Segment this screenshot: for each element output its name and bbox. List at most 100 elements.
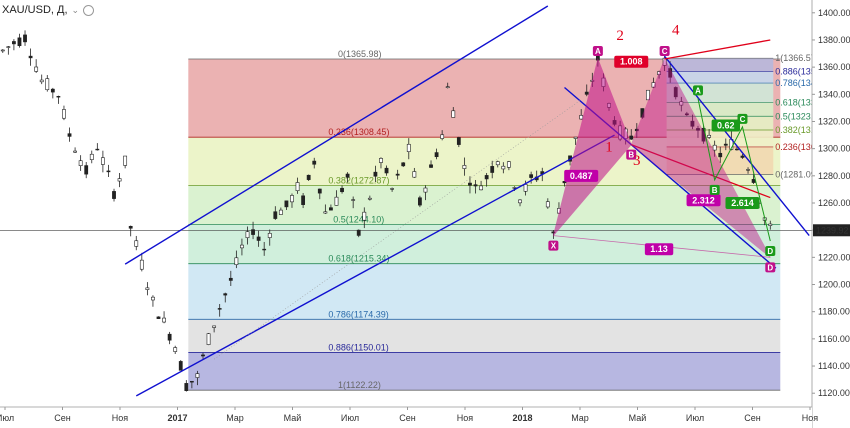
candle-body <box>245 231 250 239</box>
candle-body <box>768 223 773 226</box>
y-tick-label: 1300.00 <box>818 144 850 154</box>
candle-body <box>323 211 328 214</box>
candle-body <box>629 135 634 140</box>
candle-body <box>34 66 39 72</box>
candle-body <box>646 89 650 101</box>
candle-body <box>718 152 723 158</box>
ratio-label: 2.614 <box>731 198 754 208</box>
x-tick-label: Сен <box>54 413 71 423</box>
candle-body <box>128 225 133 229</box>
candle-body <box>740 155 745 158</box>
channel-upper-line <box>124 5 549 265</box>
x-tick-label: 2018 <box>512 413 532 423</box>
candle-body <box>329 207 333 211</box>
symbol-header[interactable]: XAU/USD, Д, ⌄ <box>2 4 95 16</box>
candle-body <box>262 248 267 251</box>
trend-line <box>664 55 810 237</box>
candle-body <box>456 137 461 145</box>
candle-body <box>184 383 189 391</box>
candle-body <box>484 175 489 180</box>
fib-right-label: 0.5(1323.83) <box>775 111 826 121</box>
candle-body <box>62 109 66 119</box>
candle-body <box>73 150 77 153</box>
pattern-point-label: C <box>662 47 668 56</box>
abcd-point-label: C <box>740 115 746 124</box>
candle-body <box>518 199 522 204</box>
candle-body <box>228 277 233 281</box>
symbol-title: XAU/USD, Д, <box>2 4 68 16</box>
candle-body <box>50 88 55 93</box>
wave-label: 2 <box>616 28 624 44</box>
candle-body <box>696 128 700 131</box>
channel-lower-line <box>135 134 615 397</box>
candle-body <box>6 46 11 48</box>
candle-body <box>545 201 550 208</box>
candle-body <box>668 68 673 78</box>
candle-body <box>28 55 33 59</box>
red-line <box>664 39 771 60</box>
candle-body <box>340 187 344 193</box>
y-tick-label: 1380.00 <box>818 35 850 45</box>
candle-body <box>256 236 261 241</box>
candle-body <box>418 197 422 206</box>
fib-right-band <box>666 58 774 72</box>
candle-body <box>657 71 661 75</box>
candle-body <box>751 179 756 183</box>
candle-body <box>707 134 712 138</box>
candle-body <box>406 143 411 152</box>
candle-body <box>356 229 361 236</box>
candle-body <box>712 144 717 151</box>
candle-body <box>189 380 194 383</box>
time-axis <box>0 407 812 428</box>
fib-level-label: 0.382(1272.87) <box>328 176 389 186</box>
abcd-point-label: D <box>767 247 773 256</box>
fib-level-label: 1(1122.22) <box>338 380 381 390</box>
ratio-label: 2.312 <box>692 195 715 205</box>
fib-band <box>188 224 781 264</box>
candle-body <box>112 191 116 199</box>
candle-body <box>195 373 200 378</box>
fib-level-label: 0(1365.98) <box>338 49 382 59</box>
candle-body <box>78 160 83 166</box>
price-axis <box>812 0 850 428</box>
y-tick-label: 1220.00 <box>818 252 850 262</box>
y-tick-label: 1180.00 <box>818 307 850 317</box>
ratio-badge <box>614 55 649 68</box>
candle-body <box>95 148 100 151</box>
abcd-point <box>737 113 748 124</box>
candle-body <box>145 287 150 290</box>
candle-body <box>395 173 400 176</box>
pattern-point-label: A <box>595 47 601 56</box>
candle-body <box>134 240 139 247</box>
ratio-label: 1.13 <box>650 244 668 254</box>
y-tick-label: 1280.00 <box>818 171 850 181</box>
ratio-badge <box>564 169 599 182</box>
ratio-label: 0.487 <box>570 171 593 181</box>
dropdown-chevron-icon[interactable]: ⌄ <box>71 4 80 15</box>
candle-body <box>301 195 306 205</box>
candle-body <box>495 161 500 166</box>
pattern-point <box>765 262 776 273</box>
candle-body <box>584 91 589 95</box>
candle-body <box>746 169 750 171</box>
candle-body <box>512 187 517 189</box>
fib-right-label: 0.786(1348.28) <box>775 78 836 88</box>
last-price-badge <box>813 224 850 237</box>
wave-label: 4 <box>672 23 680 39</box>
candle-body <box>267 233 272 238</box>
candle-body <box>67 133 72 137</box>
candle-body <box>690 120 695 127</box>
x-tick-label: Мар <box>226 413 244 423</box>
candle-body <box>312 160 317 165</box>
candle-body <box>173 347 178 352</box>
candle-body <box>167 333 172 341</box>
x-tick-label: Мар <box>571 413 589 423</box>
candle-body <box>401 162 406 167</box>
candle-body <box>423 187 428 193</box>
fib-right-label: 0(1281.09) <box>775 169 819 179</box>
candle-body <box>390 188 394 190</box>
settings-icon[interactable] <box>83 4 95 16</box>
red-line <box>631 143 771 199</box>
